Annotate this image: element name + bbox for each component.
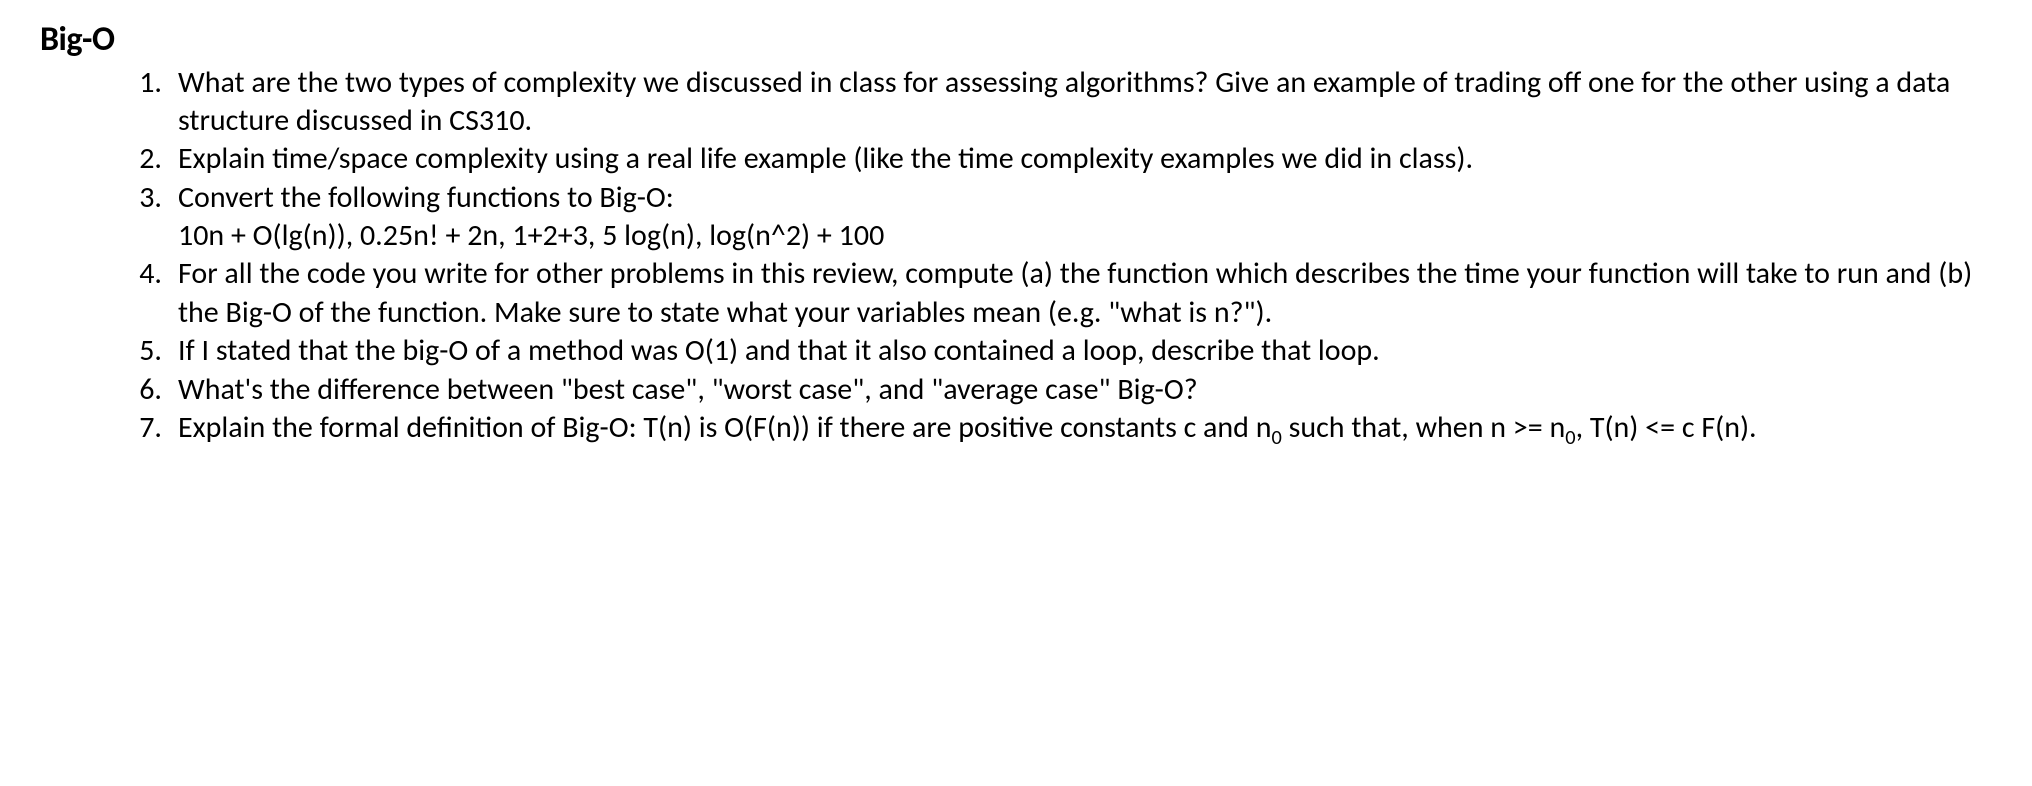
item-number: 5. [122,332,162,370]
item-text: What are the two types of complexity we … [178,64,1950,139]
item-text: If I stated that the big-O of a method w… [178,332,1380,369]
item-text-line1: Convert the following functions to Big-O… [178,179,674,216]
item-text: Explain time/space complexity using a re… [178,140,1473,177]
item-text-mid: such that, when n >= n [1282,409,1565,446]
item-text-line2: 10n + O(lg(n)), 0.25n! + 2n, 1+2+3, 5 lo… [178,217,884,254]
item-text-pre: Explain the formal definition of Big-O: … [178,409,1272,446]
question-list: 1. What are the two types of complexity … [40,64,2002,448]
item-text-post: , T(n) <= c F(n). [1576,409,1757,446]
item-number: 1. [122,64,162,102]
list-item: 3. Convert the following functions to Bi… [122,179,2002,256]
list-item: 2. Explain time/space complexity using a… [122,140,2002,178]
item-number: 3. [122,179,162,217]
item-text: What's the difference between "best case… [178,371,1198,408]
item-number: 2. [122,140,162,178]
item-number: 6. [122,371,162,409]
item-number: 4. [122,255,162,293]
item-number: 7. [122,409,162,447]
subscript: 0 [1565,426,1575,450]
list-item: 6. What's the difference between "best c… [122,371,2002,409]
list-item: 7. Explain the formal definition of Big-… [122,409,2002,447]
list-item: 5. If I stated that the big-O of a metho… [122,332,2002,370]
item-text: For all the code you write for other pro… [178,255,1972,330]
list-item: 1. What are the two types of complexity … [122,64,2002,141]
section-heading: Big-O [40,18,2002,62]
list-item: 4. For all the code you write for other … [122,255,2002,332]
subscript: 0 [1272,426,1282,450]
